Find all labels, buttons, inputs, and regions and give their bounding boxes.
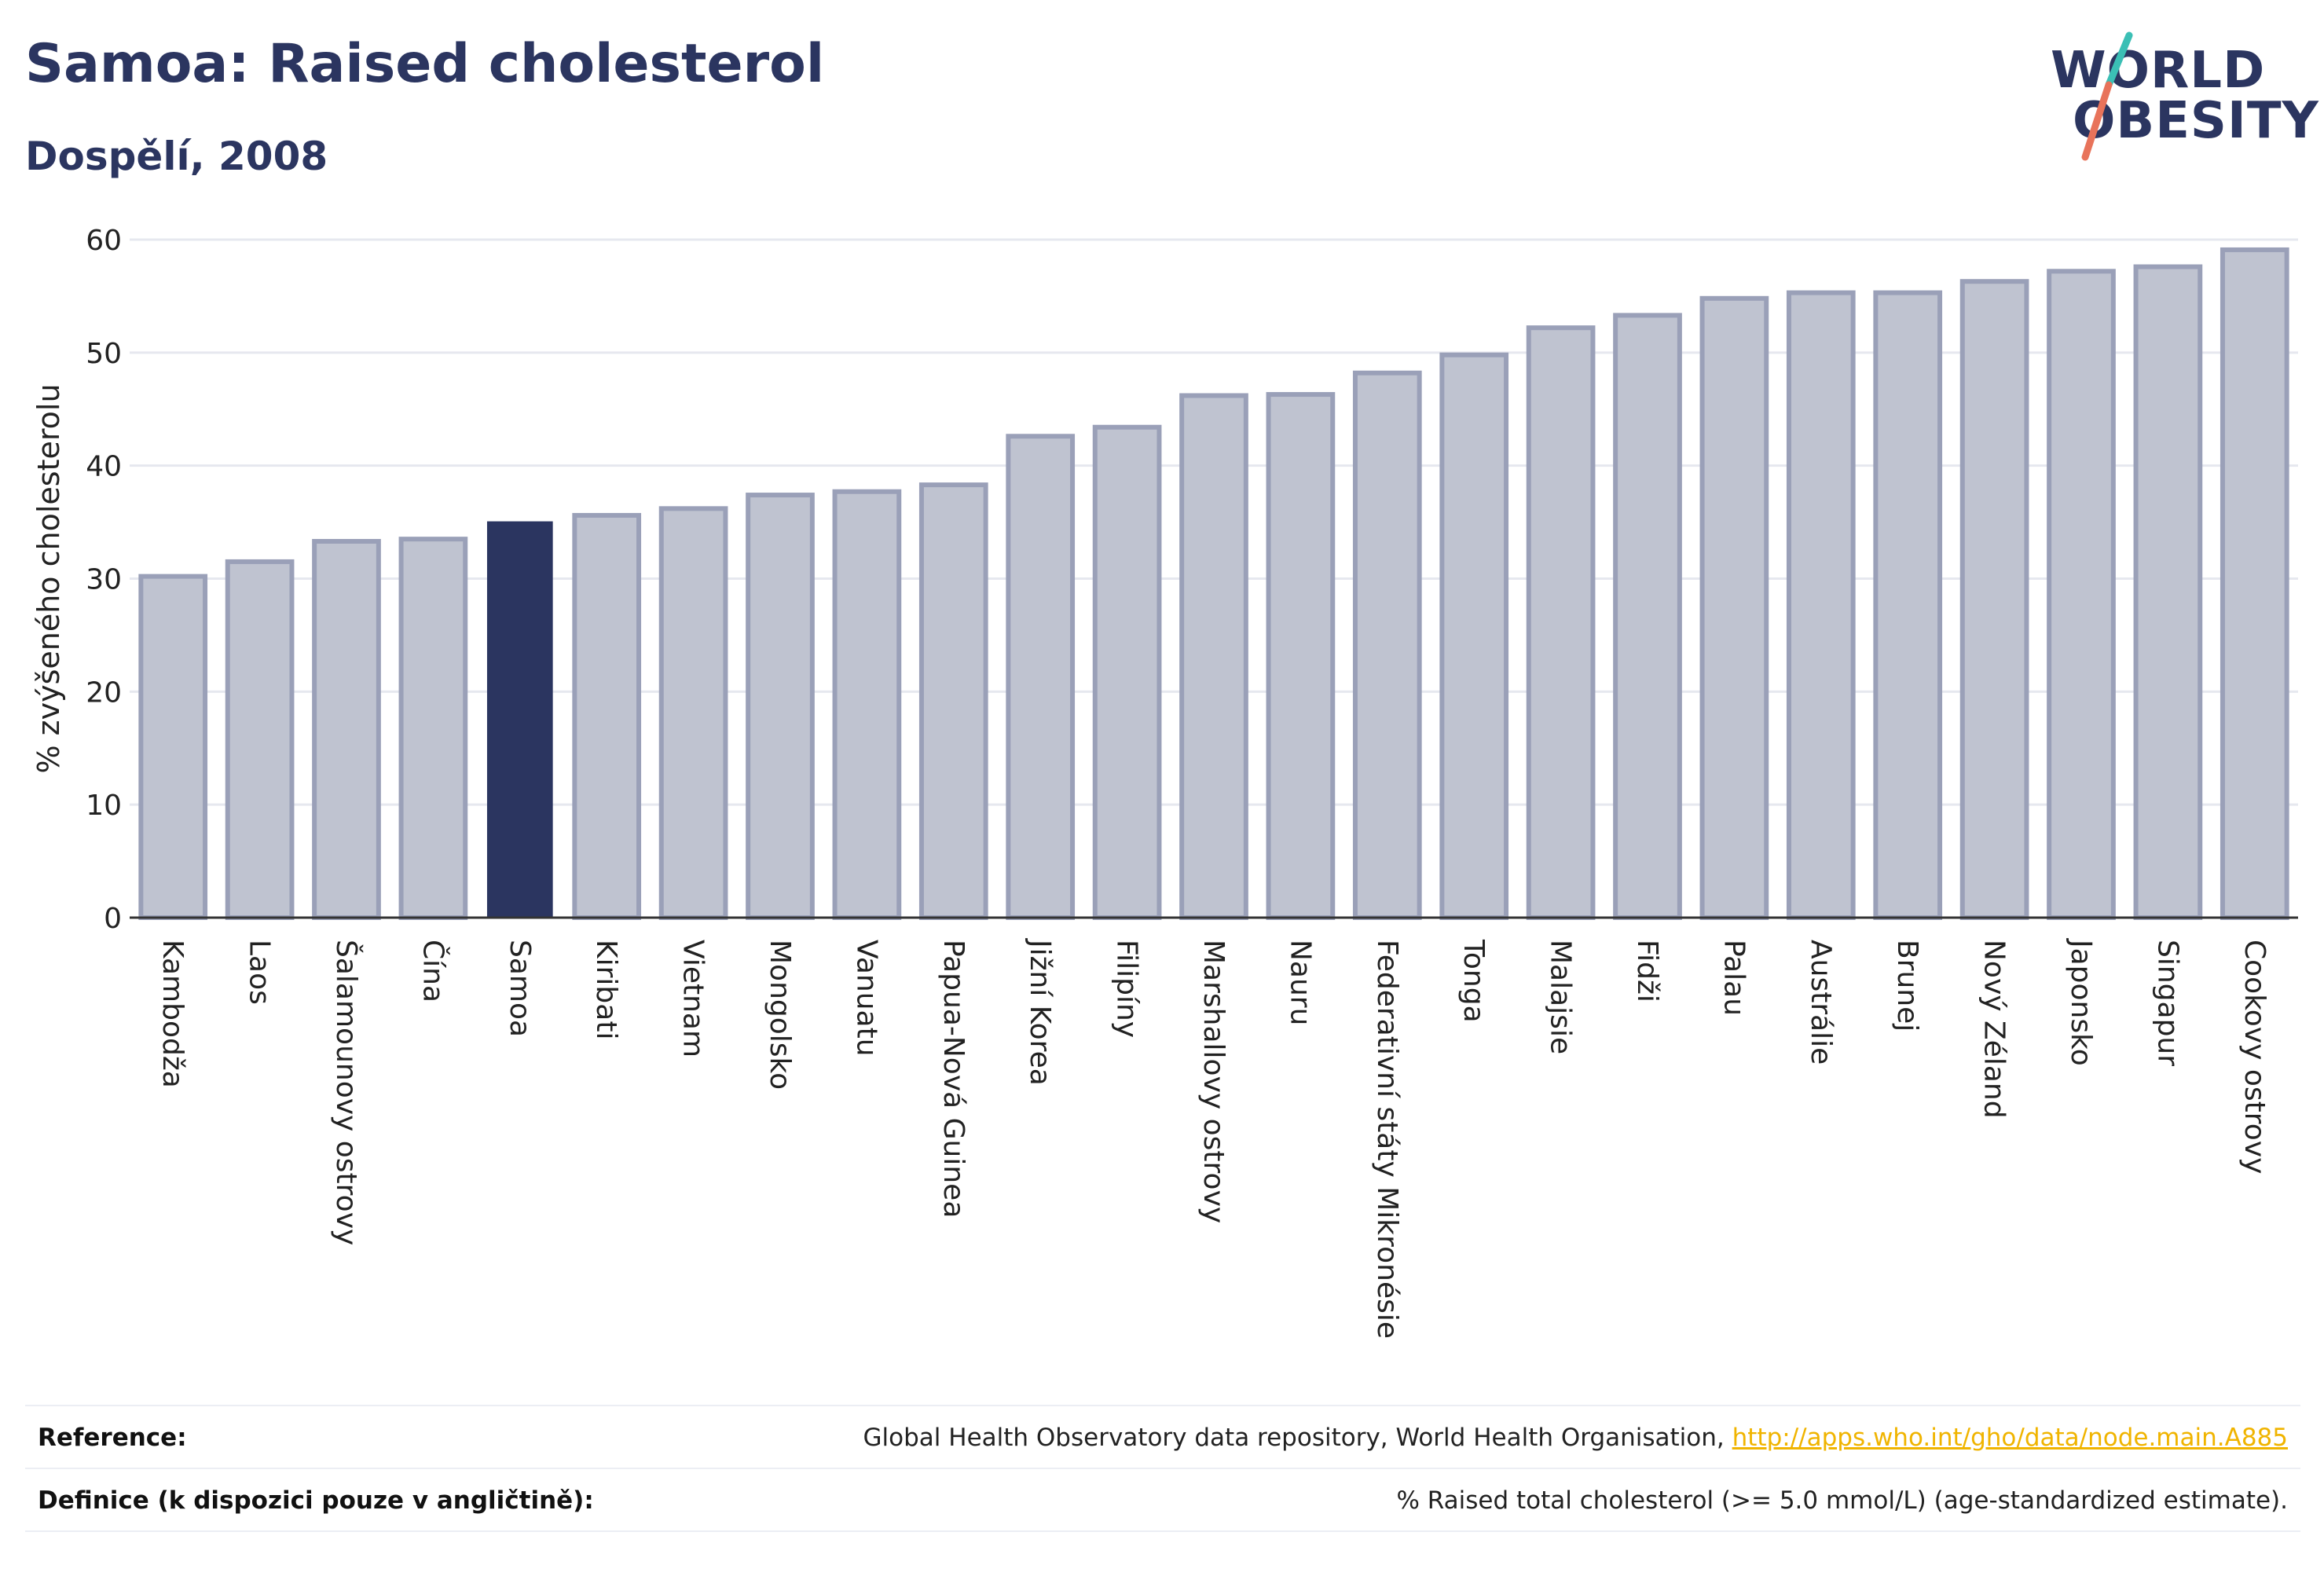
bar-14[interactable] bbox=[1266, 392, 1336, 920]
x-tick-label: Mongolsko bbox=[764, 940, 796, 1090]
definition-label: Definice (k dispozici pouze v angličtině… bbox=[38, 1486, 594, 1515]
bar-11[interactable] bbox=[1006, 434, 1076, 920]
x-tick-label: Marshallovy ostrovy bbox=[1197, 940, 1230, 1223]
bar-2[interactable] bbox=[225, 559, 295, 920]
y-axis-title: % zvýšeného cholesterolu bbox=[31, 383, 66, 773]
bar-7[interactable] bbox=[658, 506, 728, 921]
x-tick-label: Japonsko bbox=[2065, 938, 2097, 1066]
x-tick-label: Federativní státy Mikronésie bbox=[1371, 940, 1403, 1339]
x-tick-label: Laos bbox=[244, 940, 276, 1005]
x-tick-label: Jižní Korea bbox=[1024, 938, 1056, 1086]
x-tick-label: Vietnam bbox=[677, 940, 709, 1057]
definition-text: % Raised total cholesterol (>= 5.0 mmol/… bbox=[1396, 1486, 2288, 1515]
x-tick-label: Čína bbox=[416, 940, 449, 1002]
logo-line-1: WORLD bbox=[2051, 42, 2266, 100]
x-tick-label: Šalamounovy ostrovy bbox=[330, 940, 363, 1245]
reference-label: Reference: bbox=[38, 1424, 187, 1452]
bar-21[interactable] bbox=[1873, 290, 1943, 920]
y-tick-label: 20 bbox=[86, 676, 122, 709]
bar-18[interactable] bbox=[1613, 313, 1682, 920]
x-tick-label: Samoa bbox=[504, 940, 536, 1037]
bar-10[interactable] bbox=[918, 482, 988, 920]
chart-title: Samoa: Raised cholesterol bbox=[25, 33, 825, 95]
y-tick-label: 60 bbox=[86, 225, 122, 257]
x-tick-label: Austrálie bbox=[1805, 940, 1837, 1065]
bar-9[interactable] bbox=[832, 489, 902, 920]
logo-slash-icon bbox=[2081, 31, 2133, 161]
x-tick-label: Vanuatu bbox=[850, 940, 882, 1057]
x-tick-label: Malajsie bbox=[1545, 940, 1577, 1054]
y-tick-label: 30 bbox=[86, 564, 122, 596]
y-axis-ticks: 0 10 20 30 40 50 60 bbox=[86, 225, 122, 935]
bar-13[interactable] bbox=[1179, 393, 1248, 921]
x-tick-label: Cookovy ostrovy bbox=[2238, 940, 2271, 1174]
logo-line-2: OBESITY bbox=[2073, 92, 2319, 150]
bars bbox=[138, 247, 2289, 921]
bar-15[interactable] bbox=[1352, 370, 1422, 920]
bar-20[interactable] bbox=[1786, 290, 1856, 920]
x-tick-label: Kambodža bbox=[156, 940, 189, 1088]
x-tick-label: Kiribati bbox=[590, 940, 622, 1039]
x-tick-label: Fidži bbox=[1631, 940, 1663, 1002]
bar-6[interactable] bbox=[572, 512, 642, 921]
reference-row: Reference: Global Health Observatory dat… bbox=[25, 1405, 2300, 1469]
reference-link[interactable]: http://apps.who.int/gho/data/node.main.A… bbox=[1732, 1424, 2288, 1452]
bar-8[interactable] bbox=[746, 493, 815, 920]
x-tick-label: Filipíny bbox=[1111, 940, 1143, 1038]
bar-17[interactable] bbox=[1526, 325, 1596, 920]
x-axis-labels: Kambodža Laos Šalamounovy ostrovy Čína Samoa… bbox=[156, 938, 2271, 1339]
reference-text: Global Health Observatory data repositor… bbox=[863, 1424, 1732, 1452]
bar-19[interactable] bbox=[1699, 295, 1769, 920]
bar-4[interactable] bbox=[398, 537, 468, 920]
x-tick-label: Papua-Nová Guinea bbox=[937, 940, 970, 1218]
x-tick-label: Brunej bbox=[1891, 940, 1923, 1032]
y-tick-label: 50 bbox=[86, 338, 122, 370]
bar-5[interactable] bbox=[486, 521, 553, 918]
bar-22[interactable] bbox=[1959, 279, 2029, 921]
y-tick-label: 0 bbox=[104, 903, 122, 935]
world-obesity-logo[interactable]: WORLD OBESITY bbox=[2051, 31, 2319, 165]
x-tick-label: Palau bbox=[1717, 940, 1750, 1016]
bar-12[interactable] bbox=[1092, 424, 1162, 921]
bar-25[interactable] bbox=[2220, 247, 2289, 920]
reference-value: Global Health Observatory data repositor… bbox=[863, 1424, 2300, 1452]
bar-3[interactable] bbox=[312, 539, 381, 920]
definition-row: Definice (k dispozici pouze v angličtině… bbox=[25, 1468, 2300, 1532]
x-tick-label: Nový Zéland bbox=[1978, 940, 2011, 1119]
bar-23[interactable] bbox=[2047, 269, 2116, 921]
bar-16[interactable] bbox=[1439, 352, 1509, 920]
bar-chart: 0 10 20 30 40 50 60 Kambodža Laos Šalamounovy os… bbox=[31, 225, 2298, 1339]
bar-24[interactable] bbox=[2133, 264, 2203, 920]
bar-1[interactable] bbox=[138, 574, 208, 920]
x-tick-label: Singapur bbox=[2151, 940, 2183, 1066]
footer-divider bbox=[25, 1530, 2300, 1532]
chart-subtitle: Dospělí, 2008 bbox=[25, 134, 328, 179]
y-tick-label: 40 bbox=[86, 451, 122, 483]
x-tick-label: Nauru bbox=[1284, 940, 1316, 1025]
x-tick-label: Tonga bbox=[1457, 939, 1490, 1023]
y-tick-label: 10 bbox=[86, 790, 122, 822]
